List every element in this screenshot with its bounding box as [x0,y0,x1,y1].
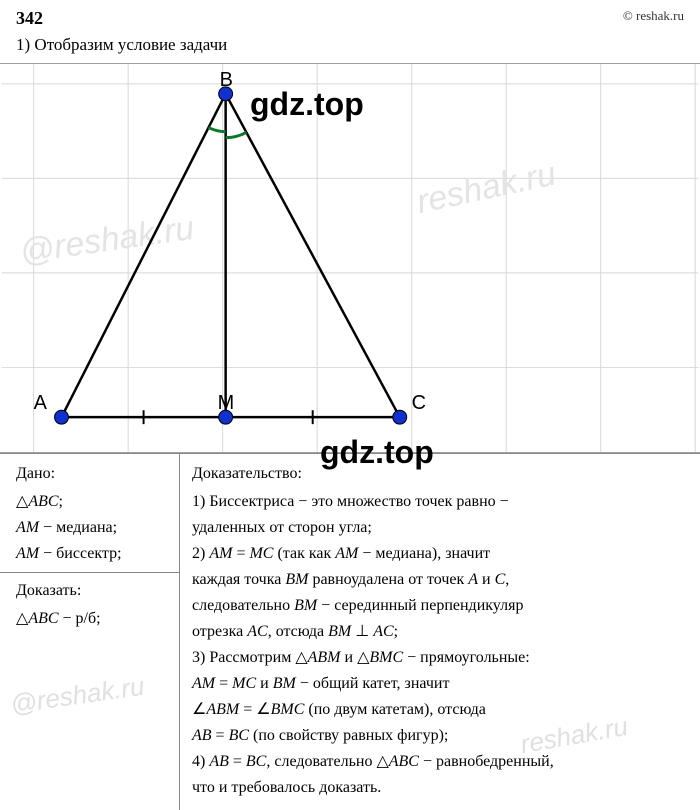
prove-label: Доказать: [16,579,171,603]
problem-number: 342 [16,8,43,29]
proof-line: отрезка AC, отсюда BM ⊥ AC; [192,620,684,644]
proof-table: Дано: △ABC;AM − медиана;AM − биссектр; Д… [0,453,700,810]
proof-line: 3) Рассмотрим △ABM и △BMC − прямоугольны… [192,646,684,670]
proof-line: 1) Биссектриса − это множество точек рав… [192,490,684,514]
given-item: △ABC; [16,490,171,514]
geometry-diagram: @reshak.rureshak.ruABCM gdz.topgdz.top [0,63,700,453]
proof-line: 2) AM = MC (так как AM − медиана), значи… [192,542,684,566]
given-label: Дано: [16,462,171,486]
proof-line: AM = MC и BM − общий катет, значит [192,672,684,696]
given-item: AM − медиана; [16,516,171,540]
proof-line: удаленных от сторон угла; [192,516,684,540]
given-column: Дано: △ABC;AM − медиана;AM − биссектр; Д… [0,454,180,810]
proof-line: каждая точка BM равноудалена от точек A … [192,568,684,592]
proof-line: следовательно BM − серединный перпендику… [192,594,684,618]
proof-column: Доказательство: 1) Биссектриса − это мно… [180,454,700,810]
proof-line: что и требовалось доказать. [192,776,684,800]
header: 342 © reshak.ru [0,0,700,33]
divider [0,572,179,573]
proof-label: Доказательство: [192,462,684,486]
proof-line: ∠ABM = ∠BMC (по двум катетам), отсюда [192,698,684,722]
step-1-text: 1) Отобразим условие задачи [0,33,700,63]
given-item: AM − биссектр; [16,542,171,566]
overlay-watermark: gdz.top [320,434,434,471]
overlay-watermark: gdz.top [250,86,364,123]
svg-text:M: M [218,392,235,414]
svg-text:reshak.ru: reshak.ru [413,155,559,222]
copyright: © reshak.ru [623,8,684,24]
proof-line: AB = BC (по свойству равных фигур); [192,724,684,748]
proof-line: 4) AB = BC, следовательно △ABC − равнобе… [192,750,684,774]
svg-text:C: C [412,392,426,414]
prove-item: △ABC − р/б; [16,607,171,631]
svg-text:A: A [34,392,48,414]
svg-text:B: B [220,69,233,91]
svg-text:@reshak.ru: @reshak.ru [18,209,197,271]
